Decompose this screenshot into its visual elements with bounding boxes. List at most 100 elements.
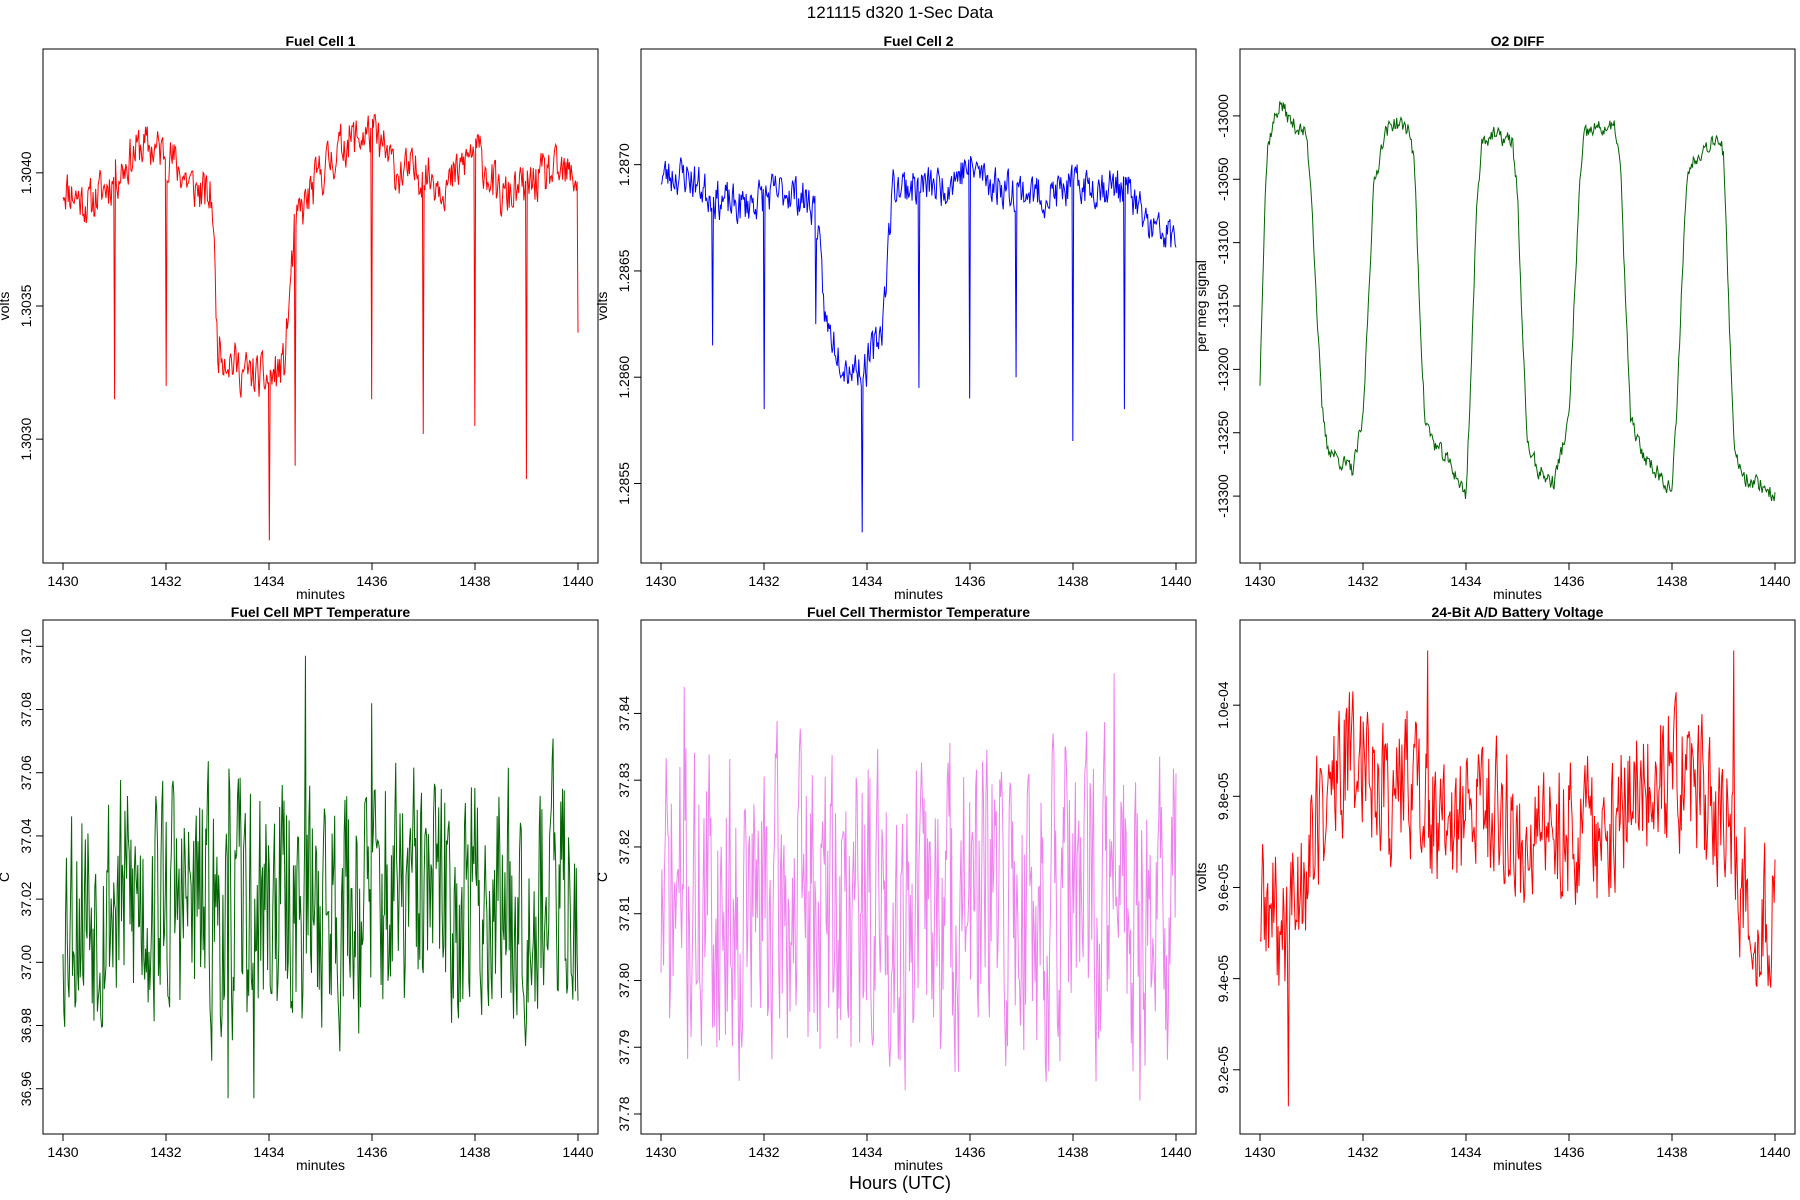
- chart-panel-5: Fuel Cell Thermistor Temperature 1430 1432…: [594, 604, 1197, 1173]
- x-tick-label: 1434: [1450, 573, 1481, 589]
- y-tick-label: 1.3035: [18, 284, 34, 327]
- x-tick-label: 1440: [1759, 573, 1790, 589]
- y-tick-label: 9.6e-05: [1215, 864, 1231, 912]
- panel-title: O2 DIFF: [1491, 33, 1545, 49]
- y-tick-label: 37.00: [18, 945, 34, 980]
- x-tick-label: 1438: [1656, 573, 1687, 589]
- x-tick-label: 1432: [748, 573, 779, 589]
- panel-title: Fuel Cell MPT Temperature: [231, 604, 411, 620]
- panel-title: 24-Bit A/D Battery Voltage: [1432, 604, 1604, 620]
- x-tick-label: 1434: [253, 573, 284, 589]
- x-tick-label: 1434: [851, 1144, 882, 1160]
- y-tick-label: 1.2870: [616, 143, 632, 186]
- series-line: [62, 655, 579, 1099]
- y-tick-label: 37.02: [18, 881, 34, 916]
- x-tick-label: 1430: [47, 1144, 78, 1160]
- y-tick-label: 37.83: [616, 762, 632, 797]
- x-tick-label: 1440: [562, 1144, 593, 1160]
- series-line: [1259, 101, 1776, 502]
- x-axis-label: minutes: [894, 1157, 943, 1173]
- y-tick-label: -13250: [1215, 411, 1231, 455]
- chart-panel-6: 24-Bit A/D Battery Voltage 1430 1432 1434 14…: [1193, 604, 1796, 1173]
- x-tick-label: 1436: [1553, 573, 1584, 589]
- x-tick-label: 1440: [1160, 1144, 1191, 1160]
- y-tick-label: 1.3030: [18, 418, 34, 461]
- x-tick-label: 1438: [1656, 1144, 1687, 1160]
- x-tick-label: 1432: [1347, 573, 1378, 589]
- y-tick-label: 1.3040: [18, 151, 34, 194]
- x-tick-label: 1432: [150, 1144, 181, 1160]
- chart-panel-3: O2 DIFF 1430 1432 1434 1436 1438 1440 minutes -1…: [1193, 33, 1796, 602]
- plot-frame: [1239, 619, 1796, 1135]
- y-tick-label: 1.2860: [616, 356, 632, 399]
- x-tick-label: 1438: [459, 573, 490, 589]
- y-tick-label: 37.08: [18, 692, 34, 727]
- x-tick-label: 1434: [253, 1144, 284, 1160]
- x-tick-label: 1430: [1244, 1144, 1275, 1160]
- panel-grid: Fuel Cell 1 1430 1432 1434 1436 1438 1440 minut…: [0, 33, 1796, 1173]
- y-tick-label: 37.78: [616, 1096, 632, 1131]
- x-tick-label: 1430: [47, 573, 78, 589]
- x-tick-label: 1436: [356, 573, 387, 589]
- panel-title: Fuel Cell 1: [285, 33, 355, 49]
- y-tick-label: 36.96: [18, 1071, 34, 1106]
- x-tick-label: 1434: [851, 573, 882, 589]
- figure-bottom-label: Hours (UTC): [849, 1173, 951, 1193]
- y-axis-label: volts: [0, 292, 12, 321]
- x-tick-label: 1436: [1553, 1144, 1584, 1160]
- x-tick-label: 1434: [1450, 1144, 1481, 1160]
- y-tick-label: 9.4e-05: [1215, 955, 1231, 1003]
- panel-title: Fuel Cell 2: [883, 33, 953, 49]
- y-tick-label: 1.0e-04: [1215, 681, 1231, 729]
- x-axis-label: minutes: [296, 586, 345, 602]
- plot-frame: [640, 619, 1197, 1135]
- y-tick-label: 37.80: [616, 963, 632, 998]
- y-axis-label: volts: [1193, 863, 1209, 892]
- y-axis-label: C: [594, 872, 610, 882]
- y-tick-label: 1.2865: [616, 249, 632, 292]
- chart-panel-1: Fuel Cell 1 1430 1432 1434 1436 1438 1440 minut…: [0, 33, 599, 602]
- series-line: [62, 113, 579, 541]
- x-tick-label: 1436: [954, 573, 985, 589]
- x-tick-label: 1440: [562, 573, 593, 589]
- x-tick-label: 1430: [1244, 573, 1275, 589]
- y-tick-label: -13200: [1215, 347, 1231, 391]
- y-tick-label: 37.04: [18, 818, 34, 853]
- y-tick-label: -13100: [1215, 221, 1231, 265]
- y-tick-label: -13300: [1215, 474, 1231, 518]
- series-line: [660, 673, 1177, 1101]
- y-tick-label: 37.81: [616, 896, 632, 931]
- x-tick-label: 1430: [645, 1144, 676, 1160]
- y-tick-label: 9.2e-05: [1215, 1046, 1231, 1094]
- x-axis-label: minutes: [1493, 1157, 1542, 1173]
- x-tick-label: 1440: [1759, 1144, 1790, 1160]
- y-axis-label: C: [0, 872, 12, 882]
- y-tick-label: 37.10: [18, 629, 34, 664]
- y-tick-label: -13050: [1215, 157, 1231, 201]
- y-tick-label: 37.84: [616, 696, 632, 731]
- chart-panel-4: Fuel Cell MPT Temperature 1430 1432 1434 143…: [0, 604, 599, 1173]
- x-axis-label: minutes: [296, 1157, 345, 1173]
- y-tick-label: 9.8e-05: [1215, 772, 1231, 820]
- series-line: [1259, 650, 1776, 1107]
- x-tick-label: 1438: [1057, 573, 1088, 589]
- y-tick-label: -13150: [1215, 284, 1231, 328]
- y-tick-label: 37.79: [616, 1030, 632, 1065]
- y-axis-label: per meg signal: [1193, 260, 1209, 352]
- x-tick-label: 1436: [356, 1144, 387, 1160]
- x-tick-label: 1438: [459, 1144, 490, 1160]
- x-axis-label: minutes: [894, 586, 943, 602]
- y-axis-label: volts: [594, 292, 610, 321]
- x-tick-label: 1432: [150, 573, 181, 589]
- chart-panel-2: Fuel Cell 2 1430 1432 1434 1436 1438 1440 minut…: [594, 33, 1197, 602]
- x-tick-label: 1430: [645, 573, 676, 589]
- y-tick-label: -13000: [1215, 94, 1231, 138]
- y-tick-label: 1.2855: [616, 462, 632, 505]
- panel-title: Fuel Cell Thermistor Temperature: [807, 604, 1030, 620]
- x-tick-label: 1432: [1347, 1144, 1378, 1160]
- y-tick-label: 37.82: [616, 829, 632, 864]
- x-tick-label: 1436: [954, 1144, 985, 1160]
- plot-frame: [640, 48, 1197, 564]
- x-tick-label: 1438: [1057, 1144, 1088, 1160]
